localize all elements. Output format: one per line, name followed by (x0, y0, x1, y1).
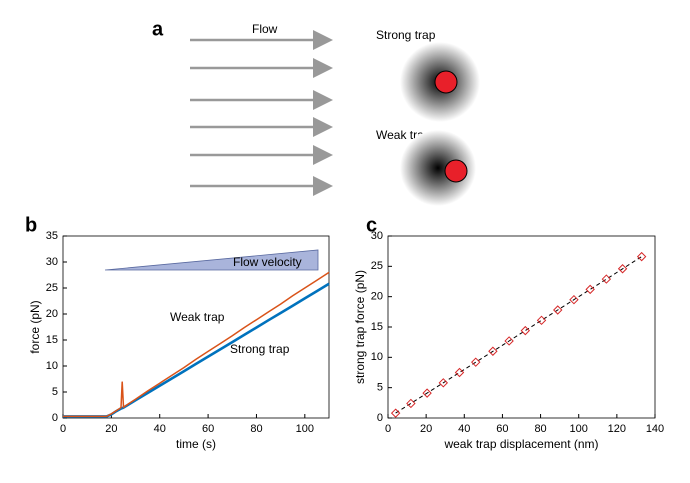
data-point (390, 408, 401, 418)
x-tick-label: 20 (105, 423, 117, 435)
y-tick-label: 35 (46, 230, 58, 242)
x-tick-label: 20 (420, 423, 432, 435)
series-annotation: Strong trap (230, 342, 290, 356)
series-line (63, 271, 330, 418)
trap-potential (400, 130, 476, 206)
x-tick-label: 60 (202, 423, 214, 435)
x-axis-label: time (s) (176, 437, 216, 451)
x-tick-label: 0 (60, 423, 66, 435)
panel-label: b (25, 214, 37, 236)
y-tick-label: 20 (46, 308, 58, 320)
flow-velocity-ramp (104, 249, 319, 271)
annotation: Flow velocity (233, 255, 302, 269)
data-point (520, 325, 531, 336)
y-tick-label: 10 (371, 351, 383, 363)
flow-label: Flow (252, 22, 278, 36)
y-tick-label: 0 (52, 412, 58, 424)
y-tick-label: 15 (371, 321, 383, 333)
data-point (585, 284, 595, 295)
y-tick-label: 20 (371, 291, 383, 303)
data-point (504, 336, 514, 346)
x-tick-label: 120 (608, 423, 626, 435)
flow-arrows (190, 30, 333, 196)
data-point (422, 388, 432, 398)
trap-label: Strong trap (376, 28, 436, 42)
y-axis-label: strong trap force (pN) (353, 270, 367, 384)
data-point (406, 398, 416, 409)
data-point (536, 315, 547, 326)
data-point (617, 264, 628, 274)
x-tick-label: 80 (534, 423, 546, 435)
data-point (438, 378, 449, 388)
panel-label: c (366, 214, 377, 236)
x-axis-label: weak trap displacement (nm) (443, 437, 598, 451)
y-tick-label: 5 (52, 386, 58, 398)
y-tick-label: 10 (46, 360, 58, 372)
bead (434, 70, 458, 94)
axes-box (62, 235, 330, 419)
fit-line (395, 256, 642, 414)
x-tick-label: 100 (296, 423, 314, 435)
y-tick-label: 15 (46, 334, 58, 346)
series-annotation: Weak trap (170, 310, 225, 324)
y-tick-label: 25 (46, 282, 58, 294)
x-tick-label: 40 (458, 423, 470, 435)
y-axis-label: force (pN) (28, 300, 42, 353)
data-point (553, 305, 563, 315)
data-point (488, 346, 498, 356)
y-tick-label: 5 (377, 382, 383, 394)
x-tick-label: 60 (496, 423, 508, 435)
panel-label: a (152, 18, 164, 40)
x-tick-label: 100 (570, 423, 588, 435)
x-tick-label: 40 (154, 423, 166, 435)
data-point (569, 294, 579, 305)
data-point (471, 357, 481, 367)
data-point (636, 251, 647, 262)
x-tick-label: 80 (250, 423, 262, 435)
y-tick-label: 0 (377, 412, 383, 424)
bead (444, 159, 468, 183)
x-tick-label: 0 (385, 423, 391, 435)
y-tick-label: 30 (371, 230, 383, 242)
data-point (454, 367, 465, 378)
y-tick-label: 25 (371, 260, 383, 272)
x-tick-label: 140 (646, 423, 664, 435)
data-point (601, 274, 612, 284)
y-tick-label: 30 (46, 256, 58, 268)
